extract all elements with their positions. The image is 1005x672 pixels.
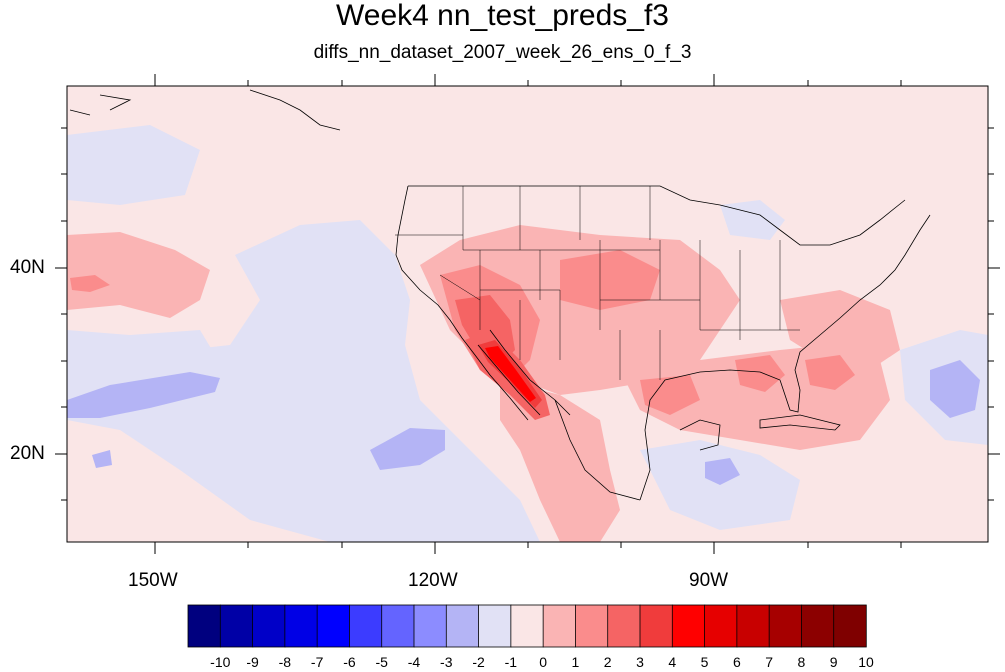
negative-region-northpacific [67,125,200,205]
gulf-of-california-coast [477,329,571,416]
colorbar-swatch [252,604,286,648]
colorbar-swatch [671,604,706,648]
positive-region-atlantic-core [805,355,855,390]
state-border-lines [395,186,800,380]
state-borders [395,186,800,380]
positive-region-florida-core [735,355,785,392]
colorbar-tick-label: -9 [246,654,259,670]
colorbar-swatch [445,604,480,648]
positive-region-plains-core [560,250,660,310]
colorbar-tick-label: 4 [668,654,677,670]
colorbar-tick-label: 0 [539,654,548,670]
colorbar-tick-label: -5 [375,654,388,670]
colorbar-swatch [219,604,254,648]
colorbar-swatch [510,604,544,648]
positive-region-texas-core [640,375,700,415]
lat-label-20n: 20N [10,443,45,464]
colorbar-tick-label: 7 [765,654,774,670]
colorbar-swatch [607,604,641,648]
gulf-coastline [639,214,931,501]
colorbar-tick-label: -4 [407,654,421,670]
colorbar-tick-label: -6 [343,654,356,670]
colorbar-tick-label: 5 [700,654,709,670]
colorbar-tick-label: -1 [504,654,518,670]
bc-coast [69,89,341,131]
colorbar-swatch [187,604,221,648]
colorbar-tick-label: -8 [278,654,292,670]
colorbar-tick-label: 3 [636,654,644,670]
colorbar-swatch [478,604,512,648]
colorbar-tick-label: 6 [732,654,741,670]
yucatan-coast [679,419,721,451]
negative-blob-caribbean [705,458,740,485]
colorbar-swatch [768,604,803,648]
pacific-coastline [395,185,529,421]
colorbar-tick-label: 9 [829,654,838,670]
map-title: Week4 nn_test_preds_f3 [335,0,669,32]
colorbar-swatch [736,604,770,648]
negative-region-westedge [67,330,215,370]
axis-ticks [55,74,1000,554]
map-subtitle: diffs_nn_dataset_2007_week_26_ens_0_f_3 [313,42,692,63]
negative-blob-hawaii [370,428,445,470]
lon-label-90w: 90W [689,570,729,591]
colorbar-tick-label: 8 [797,654,806,670]
field-layer [67,86,988,542]
colorbar-swatch [833,604,867,648]
colorbar-tick-label: -3 [440,654,453,670]
lon-label-120w: 120W [408,570,458,591]
colorbar-tick-label: 1 [571,654,580,670]
colorbar-swatch [542,604,577,648]
colorbar-swatch [801,604,835,648]
negative-region-greatlakes [720,200,785,240]
colorbar-tick-label: -10 [210,654,231,670]
positive-region-westpacific-core [70,275,110,292]
colorbar-swatch [575,604,609,648]
mexico-west-coast [554,399,641,501]
negative-region-atlantic-core [930,360,980,418]
colorbar-swatch [639,604,673,648]
colorbar-swatch [316,604,351,648]
lat-label-40n: 40N [10,257,45,278]
positive-region-mexico [500,380,620,542]
colorbar-swatch [284,604,318,648]
colorbar-tick-label: 2 [603,654,612,670]
negative-blob-hawaii-west [92,450,112,468]
positive-region-westpacific [67,232,210,318]
us-canada-border [408,185,906,246]
colorbar-swatch [413,604,447,648]
colorbar-swatch [381,604,415,648]
colorbar-tick-label: -7 [310,654,324,670]
positive-region-baja-max [485,346,536,402]
coastlines [69,89,931,501]
cuba-outline [759,414,841,431]
lon-label-150w: 150W [128,570,178,591]
positive-region-atlantic [780,290,900,370]
colorbar-tick-label: 10 [858,654,874,670]
colorbar-swatch [704,604,738,648]
colorbar-tick-label: -2 [472,654,485,670]
negative-band-pacific [67,372,220,418]
colorbar-swatch [349,604,383,648]
colorbar [187,604,867,648]
